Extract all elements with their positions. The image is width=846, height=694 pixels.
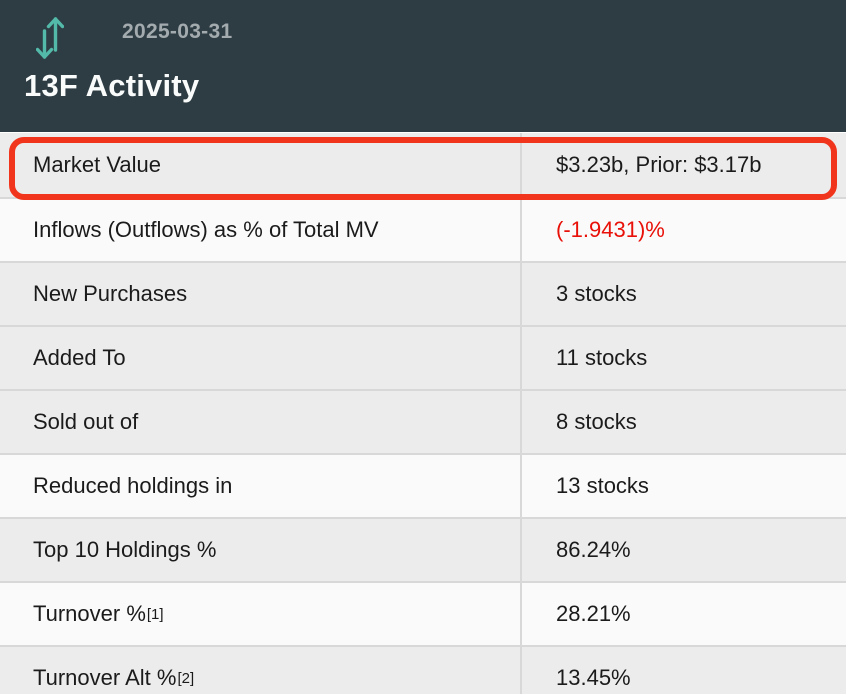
table-row-turnover-alt: Turnover Alt % [2] 13.45%	[0, 645, 846, 694]
up-down-arrows-icon	[35, 12, 65, 64]
footnote-marker: [1]	[146, 605, 164, 623]
row-value-negative: (-1.9431)%	[520, 199, 846, 261]
report-date: 2025-03-31	[122, 20, 233, 43]
row-value: 11 stocks	[520, 327, 846, 389]
table-row-added-to: Added To 11 stocks	[0, 325, 846, 389]
row-label: Inflows (Outflows) as % of Total MV	[33, 217, 379, 242]
row-label: Reduced holdings in	[33, 473, 233, 498]
row-value: 86.24%	[520, 519, 846, 581]
row-value: 3 stocks	[520, 263, 846, 325]
row-value: 8 stocks	[520, 391, 846, 453]
row-value: $3.23b, Prior: $3.17b	[520, 133, 846, 197]
row-label: Market Value	[33, 152, 161, 177]
table-row-sold-out-of: Sold out of 8 stocks	[0, 389, 846, 453]
table-row-top-10-holdings: Top 10 Holdings % 86.24%	[0, 517, 846, 581]
row-value: 13.45%	[520, 647, 846, 694]
panel-title: 13F Activity	[24, 68, 200, 103]
table-row-reduced-holdings: Reduced holdings in 13 stocks	[0, 453, 846, 517]
row-label: Sold out of	[33, 409, 139, 434]
table-row-turnover: Turnover % [1] 28.21%	[0, 581, 846, 645]
row-value: 13 stocks	[520, 455, 846, 517]
activity-table: Market Value $3.23b, Prior: $3.17b Inflo…	[0, 133, 846, 694]
table-row-inflows-outflows: Inflows (Outflows) as % of Total MV (-1.…	[0, 197, 846, 261]
row-value: 28.21%	[520, 583, 846, 645]
row-label: Top 10 Holdings %	[33, 537, 217, 562]
panel-header: 2025-03-31 13F Activity	[0, 0, 846, 132]
table-row-market-value: Market Value $3.23b, Prior: $3.17b	[0, 133, 846, 197]
footnote-marker: [2]	[177, 669, 195, 687]
row-label: Added To	[33, 345, 126, 370]
table-row-new-purchases: New Purchases 3 stocks	[0, 261, 846, 325]
row-label: Turnover Alt % [2]	[33, 665, 195, 690]
row-label: Turnover % [1]	[33, 601, 164, 626]
row-label: New Purchases	[33, 281, 188, 306]
